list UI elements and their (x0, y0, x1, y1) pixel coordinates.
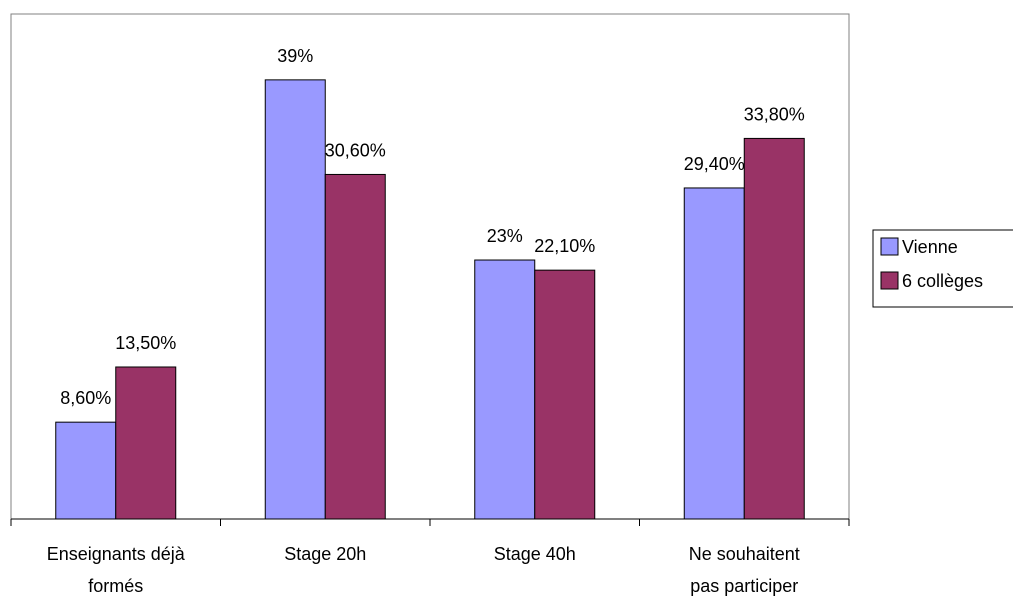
bar-6-colleges (115, 366, 177, 520)
bar-vienne (264, 79, 326, 520)
bars-group (55, 79, 805, 520)
bar-vienne (683, 187, 745, 520)
data-label: 23% (487, 226, 523, 246)
category-label: Ne souhaitent (689, 544, 800, 564)
x-ticks-group (10, 519, 850, 526)
legend-swatch (880, 271, 899, 290)
bar-vienne (55, 421, 117, 520)
category-label: Stage 40h (494, 544, 576, 564)
bar-6-colleges (534, 269, 596, 520)
data-label: 13,50% (115, 333, 176, 353)
data-label: 8,60% (60, 388, 111, 408)
data-label: 33,80% (744, 104, 805, 124)
data-label: 30,60% (325, 140, 386, 160)
bar-6-colleges (324, 173, 386, 520)
category-label: pas participer (690, 576, 798, 596)
data-label: 22,10% (534, 236, 595, 256)
bar-6-colleges (743, 137, 805, 520)
bar-vienne (474, 259, 536, 520)
category-label: Enseignants déjà (47, 544, 186, 564)
data-labels-group: 8,60% 13,50% 39% 30,60% 23% 22,10% 29,40% 33,80… (60, 46, 805, 408)
category-labels-group: Enseignants déjà formés Stage 20h Stage 40h… (47, 544, 800, 596)
legend-label: Vienne (902, 237, 958, 257)
legend: Vienne 6 collèges (872, 229, 1013, 308)
data-label: 39% (277, 46, 313, 66)
category-label: formés (88, 576, 143, 596)
category-label: Stage 20h (284, 544, 366, 564)
legend-label: 6 collèges (902, 271, 983, 291)
legend-swatch (880, 237, 899, 256)
data-label: 29,40% (684, 154, 745, 174)
